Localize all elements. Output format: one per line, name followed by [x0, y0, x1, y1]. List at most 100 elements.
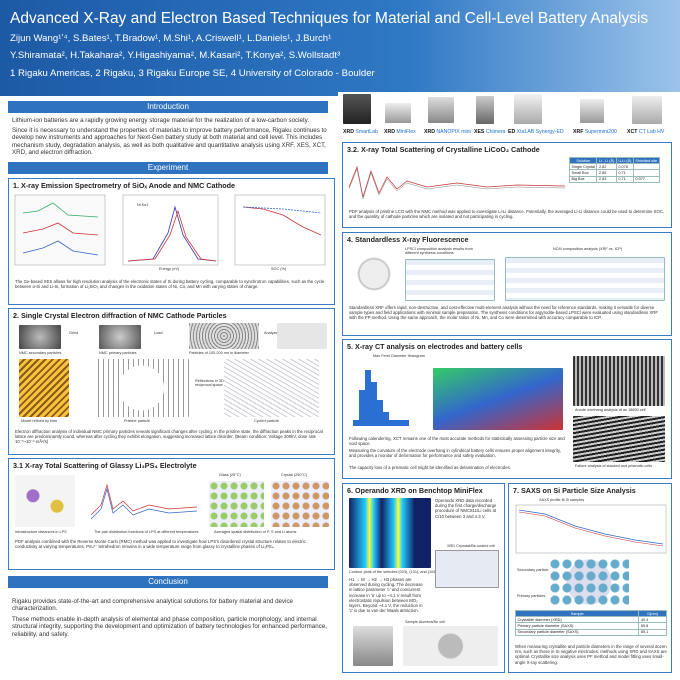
instrument-kind: XRD [384, 129, 395, 135]
label: Ni Kα1 [137, 203, 149, 207]
poster-title: Advanced X-Ray and Electron Based Techni… [10, 10, 649, 27]
section: 6. Operando XRD on Benchtop MiniFlex Ope… [342, 483, 505, 673]
caption: PDF analysis of pristine LCO with the NM… [349, 209, 665, 220]
cell: 85.1 [638, 628, 667, 636]
paragraph: Rigaku provides state-of-the-art and com… [12, 598, 293, 613]
cell: 0.71 [615, 175, 634, 183]
paragraph: The capacity loss of a prismatic cell mi… [349, 465, 511, 470]
section-title: 6. Operando XRD on Benchtop MiniFlex [347, 486, 483, 495]
section-banner: Experiment [8, 162, 328, 174]
figure [348, 165, 566, 200]
curve [22, 222, 99, 236]
instrument-name: CT Lab HV [638, 129, 665, 135]
label: Reflections in 3D reciprocal space [195, 379, 224, 387]
label: SOC (%) [271, 267, 287, 271]
image [19, 359, 69, 417]
label: Anode overhang analysis of an 18650 cell [575, 408, 646, 412]
curve [348, 168, 566, 200]
image [224, 359, 319, 417]
section-title: 2. Single Crystal Electron diffraction o… [13, 311, 227, 320]
image [573, 356, 665, 406]
label: LPSCl composition analysis results from … [405, 247, 473, 255]
curve [22, 202, 99, 218]
cell: Secondary particle diameter (SAXS) [514, 628, 640, 636]
label: Crystal (250°C) [281, 473, 307, 477]
figure [515, 504, 667, 554]
image [435, 550, 499, 588]
label: Load [154, 331, 163, 335]
label: Contour plots of the selected (003), (10… [349, 570, 457, 574]
label: Failure analysis of stacked and prismati… [575, 464, 653, 468]
label: Particles of 100-200 nm in diameter [189, 351, 249, 355]
instrument-label: XRD NANOPIX mini [424, 129, 471, 135]
section: 2. Single Crystal Electron diffraction o… [8, 308, 335, 455]
image [573, 416, 665, 462]
instrument-name: XtaLAB Synergy-ED [516, 129, 564, 135]
caption: Standardless XRF offers rapid, non-destr… [349, 305, 658, 321]
figure [90, 483, 198, 520]
cell: 2.83 [596, 175, 617, 183]
label: XRD Cryostat/Be-sealed cell [447, 544, 496, 548]
curve [22, 240, 99, 256]
curve [518, 511, 664, 547]
label: Primary particles [517, 594, 546, 598]
table-image [505, 257, 665, 301]
label: Averaged spatial distribution of P, S an… [214, 530, 297, 534]
label: Operando XRD data recorded during the fi… [435, 498, 497, 519]
instrument-kind: XRF [573, 129, 584, 135]
image [271, 481, 329, 527]
instrument-name: NANOPIX mini [436, 129, 471, 135]
header [0, 0, 680, 96]
section-title: 4. Standardless X-ray Fluorescence [347, 235, 469, 244]
label: SAXS profile fit Si samples [539, 498, 585, 502]
label: NMC secondary particles [19, 351, 62, 355]
affiliations: 1 Rigaku Americas, 2 Rigaku, 3 Rigaku Eu… [10, 68, 375, 79]
section: 7. SAXS on Si Particle Size Analysis SAX… [508, 483, 672, 673]
instrument-photo [514, 94, 542, 124]
image [403, 626, 498, 666]
figure [353, 370, 409, 426]
instrument-label: XRD MiniFlex [384, 129, 416, 135]
table: Sample D(nm) Crystallite diameter (XRD) 40… [514, 609, 667, 636]
curve [242, 206, 322, 236]
paragraph: These methods enable in-depth analysis o… [12, 616, 327, 638]
section-title: 7. SAXS on Si Particle Size Analysis [513, 486, 636, 495]
cell: Big Box [568, 175, 598, 183]
cell: 0.077 [632, 175, 660, 183]
curve [90, 483, 198, 516]
paragraph: Measuring the curvature of the electrode… [349, 448, 562, 459]
label: The pair distribution functions of LPS a… [94, 530, 199, 534]
curve [127, 209, 217, 262]
table-row: Big Box 2.83 0.71 0.077 [568, 175, 660, 183]
instrument-photo [580, 99, 604, 123]
paragraph: Lithium-ion batteries are a rapidly grow… [12, 117, 310, 124]
instrument-kind: ED [508, 129, 516, 135]
image [15, 475, 75, 527]
image [353, 626, 393, 666]
curve [90, 487, 198, 520]
instrument-name: Supermini200 [584, 129, 617, 135]
label: Analyze [264, 331, 278, 335]
caption: When measuring crystallite and particle … [515, 644, 667, 665]
instrument-label: XRF Supermini200 [573, 129, 617, 135]
section-title: 3.1 X-ray Total Scattering of Glassy Li₃… [13, 461, 197, 470]
image [209, 481, 264, 527]
instrument-photo [428, 97, 454, 123]
instrument-kind: XRD [424, 129, 435, 135]
label: Energy (eV) [159, 267, 180, 271]
authors: Y.Shiramata², H.Takahara², Y.Higashiyama… [10, 50, 341, 61]
caption: PDF analysis combined with the Reverse M… [15, 539, 306, 550]
instrument-photo [632, 96, 662, 124]
section: 3.1 X-ray Total Scattering of Glassy Li₃… [8, 458, 335, 570]
table: Solution Li - Li (Å) U-Li (Å) Shielded site… [568, 156, 660, 183]
label: Max Feret Diameter Histogram [373, 354, 425, 358]
instrument-name: Chimera [485, 129, 506, 135]
caption: H1 → M → H2 → H3 phases are observed dur… [349, 577, 423, 614]
image [549, 558, 629, 606]
section: 1. X-ray Emission Spectrometry of SiOₓ A… [8, 178, 335, 305]
image [433, 368, 563, 430]
section: 4. Standardless X-ray Fluorescence LPSCl… [342, 232, 672, 336]
figure [14, 194, 326, 266]
label: Grind [69, 331, 79, 335]
